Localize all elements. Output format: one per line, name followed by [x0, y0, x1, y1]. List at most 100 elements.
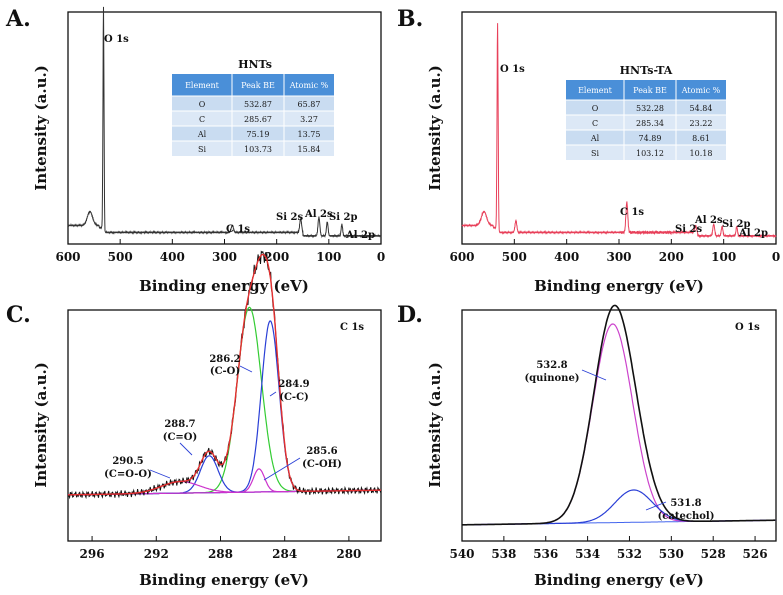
panel-d-pointer [645, 501, 667, 511]
panel-d-frame [461, 309, 777, 542]
panel-c-x-ticks: 296 292 288 284 280 [80, 536, 361, 561]
panel-a-table-title: HNTs [238, 58, 272, 71]
panel-c-frame [67, 309, 382, 542]
x-tick-label: 536 [533, 547, 558, 561]
panel-c-ann-290-5: 290.5 [112, 456, 143, 467]
panel-a-peak-al2s-label: Al 2s [304, 209, 333, 220]
fit-component-531-8 [462, 489, 776, 526]
fit-component-532-8 [462, 323, 776, 526]
panel-d-ann-531-8: 531.8 [670, 498, 701, 509]
x-tick-label: 288 [208, 547, 233, 561]
x-tick-label: 526 [743, 547, 768, 561]
panel-c-ann-286-2-sub: (C-O) [210, 366, 240, 377]
panel-c-pointer [239, 365, 253, 373]
panel-b-table-title: HNTs-TA [620, 64, 673, 77]
x-tick-label: 500 [108, 250, 133, 264]
x-tick-label: 0 [772, 250, 780, 264]
table-cell: 54.84 [690, 104, 713, 113]
panel-d-components [462, 323, 776, 526]
x-tick-label: 500 [502, 250, 527, 264]
panel-c-ann-285-6: 285.6 [306, 446, 337, 457]
panel-b: B. 600 500 400 300 200 100 0 Binding energy (e… [397, 6, 780, 295]
x-tick-label: 530 [659, 547, 684, 561]
x-tick-label: 296 [80, 547, 105, 561]
panel-d-xlabel: Binding energy (eV) [534, 571, 704, 589]
panel-c-ann-284-9: 284.9 [278, 379, 309, 390]
panel-a-th-element: Element [185, 81, 220, 90]
panel-b-peak-o1s-label: O 1s [500, 64, 525, 75]
x-tick-label: 540 [449, 547, 474, 561]
panel-c-xlabel: Binding energy (eV) [139, 571, 309, 589]
table-cell: 65.87 [298, 100, 321, 109]
panel-c-envelope [68, 253, 381, 496]
table-cell: 103.12 [636, 149, 664, 158]
panel-c-ann-284-9-sub: (C-C) [279, 392, 309, 403]
x-tick-label: 532 [617, 547, 642, 561]
x-tick-label: 284 [272, 547, 297, 561]
table-cell: 74.89 [639, 134, 662, 143]
panel-a-ylabel: Intensity (a.u.) [32, 65, 50, 191]
panel-c-ann-286-2: 286.2 [209, 354, 240, 365]
table-cell: 23.22 [690, 119, 713, 128]
panel-a-th-atomic: Atomic % [289, 81, 329, 90]
panel-c-ylabel: Intensity (a.u.) [32, 362, 50, 488]
panel-c: C. 296 292 288 284 280 Binding energy (eV) I… [6, 250, 382, 589]
panel-a-th-peak: Peak BE [241, 81, 275, 90]
panel-c-ann-288-7-sub: (C=O) [163, 432, 198, 443]
panel-b-survey-line [461, 23, 777, 239]
table-cell: 75.19 [247, 130, 270, 139]
panel-a-peak-si2s-label: Si 2s [276, 212, 303, 223]
panel-c-ann-285-6-sub: (C-OH) [302, 459, 342, 470]
panel-b-table: HNTs-TA Element Peak BE Atomic % O 532.2… [566, 64, 726, 160]
panel-b-peak-al2p-label: Al 2p [738, 228, 768, 239]
table-cell: Al [197, 130, 207, 139]
table-cell: 3.27 [300, 115, 318, 124]
panel-b-label: B. [397, 6, 423, 32]
panel-d-x-ticks: 540 538 536 534 532 530 528 526 [449, 536, 768, 561]
panel-c-pointer [269, 391, 277, 397]
panel-b-th-atomic: Atomic % [681, 86, 721, 95]
x-tick-label: 400 [160, 250, 185, 264]
x-tick-label: 300 [606, 250, 631, 264]
x-tick-label: 100 [316, 250, 341, 264]
table-cell: 532.28 [636, 104, 664, 113]
panel-b-peak-si2s-label: Si 2s [675, 224, 702, 235]
x-tick-label: 534 [575, 547, 600, 561]
panel-a-xlabel: Binding energy (eV) [139, 277, 309, 295]
panel-c-ann-288-7: 288.7 [164, 419, 195, 430]
panel-d-label: D. [397, 302, 423, 328]
x-tick-label: 280 [336, 547, 361, 561]
panel-a-x-ticks: 600 500 400 300 200 100 0 [55, 239, 385, 264]
panel-b-peak-al2s-label: Al 2s [694, 215, 723, 226]
x-tick-label: 200 [659, 250, 684, 264]
x-tick-label: 600 [449, 250, 474, 264]
x-tick-label: 600 [55, 250, 80, 264]
panel-a-survey-line [67, 6, 382, 239]
table-cell: C [592, 119, 598, 128]
x-tick-label: 0 [377, 250, 385, 264]
x-tick-label: 292 [144, 547, 169, 561]
x-tick-label: 400 [554, 250, 579, 264]
panel-a-peak-c1s-label: C 1s [226, 224, 250, 235]
panel-a-peak-al2p-label: Al 2p [345, 230, 375, 241]
table-cell: 15.84 [298, 145, 321, 154]
table-cell: Si [591, 149, 599, 158]
panel-c-title: C 1s [340, 322, 364, 333]
panel-a: A. 600 500 400 300 200 100 0 Binding energy (e… [5, 6, 385, 295]
panel-b-x-ticks: 600 500 400 300 200 100 0 [449, 239, 780, 264]
panel-c-pointer [179, 442, 193, 456]
panel-d-title: O 1s [735, 322, 760, 333]
x-tick-label: 538 [491, 547, 516, 561]
panel-b-ylabel: Intensity (a.u.) [426, 65, 444, 191]
panel-b-peak-c1s-label: C 1s [620, 207, 644, 218]
table-cell: 285.67 [244, 115, 272, 124]
table-cell: Al [590, 134, 600, 143]
panel-c-label: C. [6, 302, 31, 328]
x-tick-label: 100 [711, 250, 736, 264]
panel-a-table: HNTs Element Peak BE Atomic % O 532.87 6… [172, 58, 334, 156]
table-cell: O [592, 104, 599, 113]
table-cell: 10.18 [690, 149, 713, 158]
panel-a-label: A. [5, 6, 31, 32]
table-cell: 532.87 [244, 100, 272, 109]
